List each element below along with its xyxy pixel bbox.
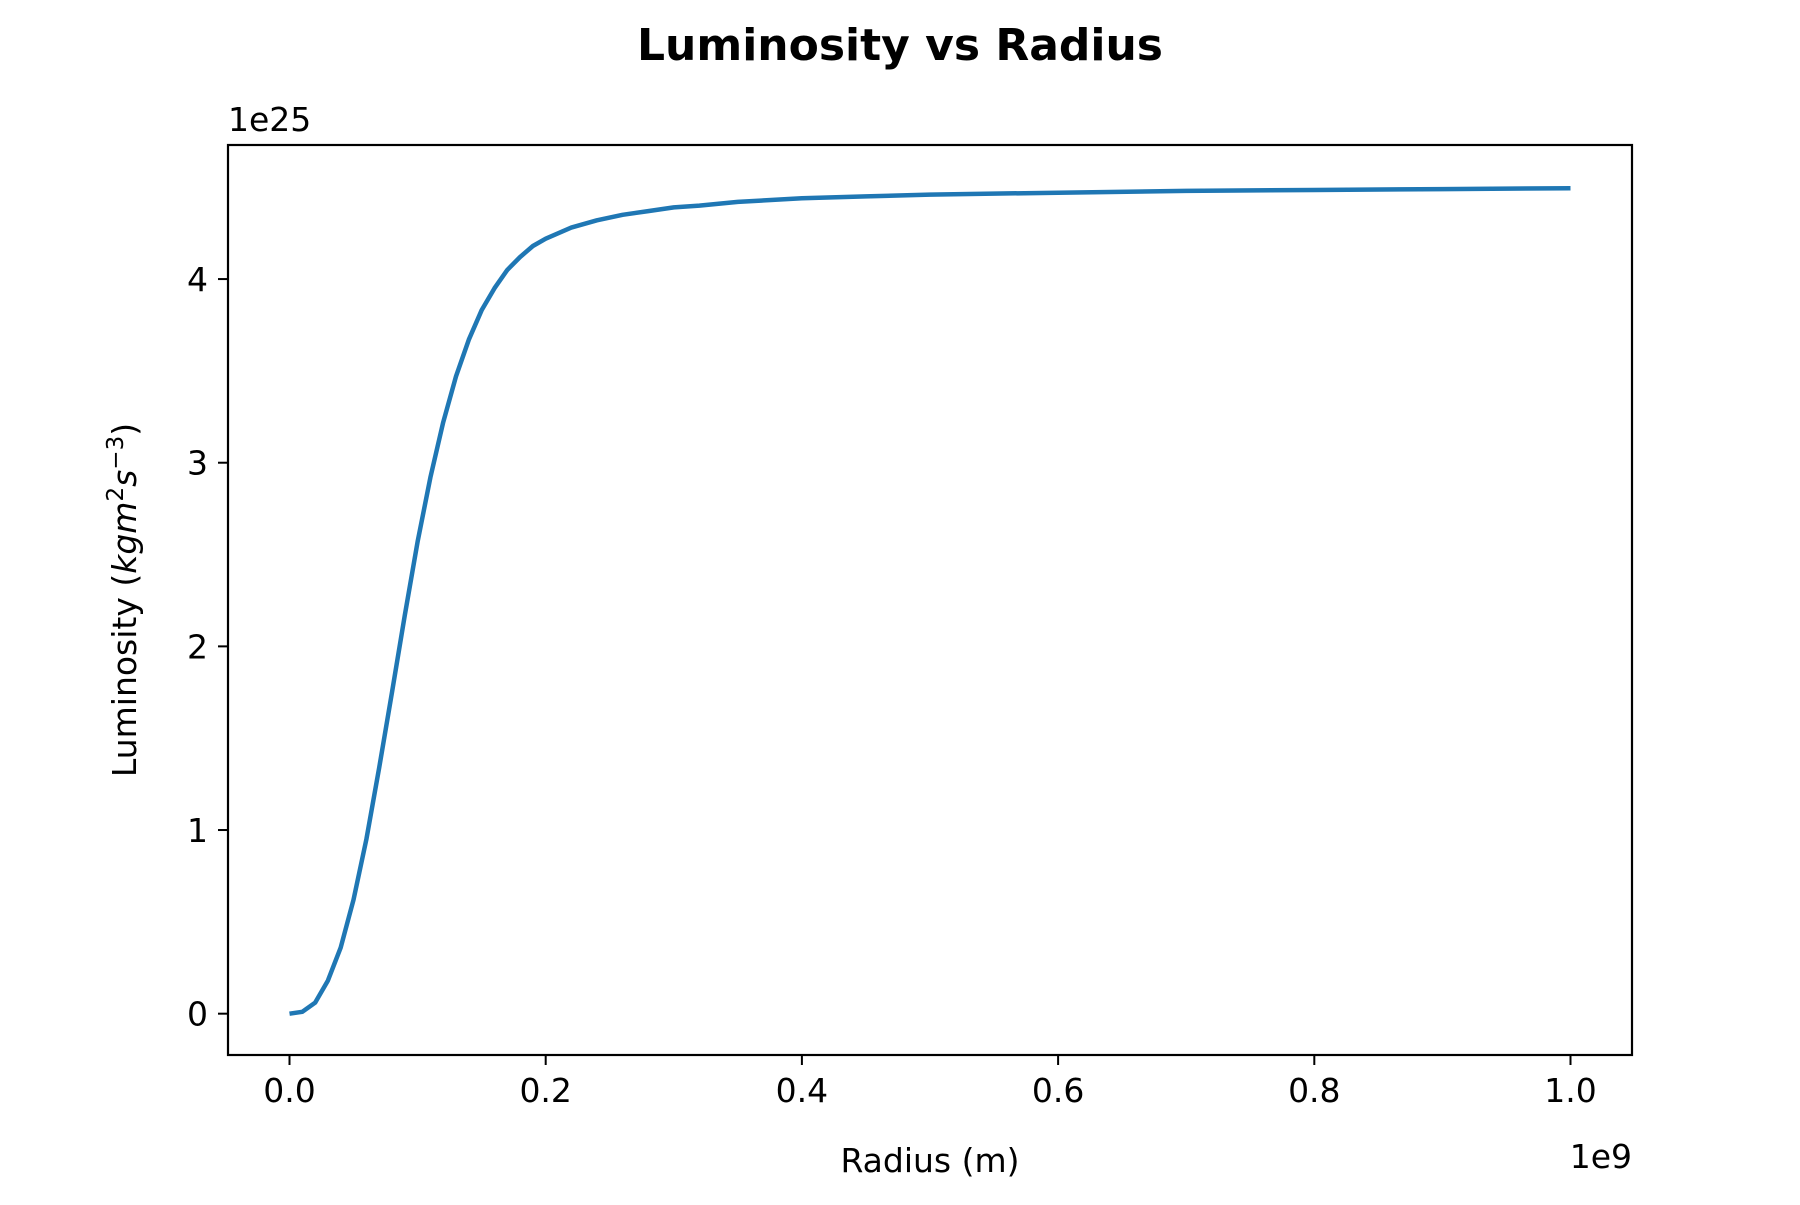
x-tick-label: 0.8 <box>1288 1071 1340 1110</box>
y-axis-label-unit-s: s <box>105 470 144 487</box>
y-axis-label-prefix: Luminosity ( <box>105 574 144 777</box>
y-tick-label: 4 <box>187 260 208 299</box>
x-tick-label: 1.0 <box>1544 1071 1596 1110</box>
y-axis-label-exponent-2: 2 <box>103 487 129 502</box>
y-axis-ticks: 0 1 2 3 4 <box>187 260 228 1034</box>
series-line-1 <box>289 185 1571 1016</box>
y-tick-label: 2 <box>187 627 208 666</box>
x-axis-ticks: 0.0 0.2 0.4 0.6 0.8 1.0 <box>263 1055 1597 1110</box>
x-tick-label: 0.0 <box>263 1071 315 1110</box>
chart-title: Luminosity vs Radius <box>637 20 1163 71</box>
x-tick-label: 0.2 <box>519 1071 571 1110</box>
y-tick-label: 3 <box>187 444 208 483</box>
x-axis-label: Radius (m) <box>840 1141 1019 1180</box>
x-axis-offset-label: 1e9 <box>1570 1137 1632 1176</box>
y-axis-label-unit-kgm: kgm <box>105 502 144 574</box>
y-axis-label: Luminosity (kgm2s−3) <box>103 423 144 777</box>
data-series-layer <box>289 185 1571 1016</box>
y-tick-label: 0 <box>187 995 208 1034</box>
y-axis-label-exponent-minus3: −3 <box>103 436 129 470</box>
y-axis-offset-label: 1e25 <box>228 100 311 139</box>
y-tick-label: 1 <box>187 811 208 850</box>
y-axis-label-suffix: ) <box>105 423 144 436</box>
x-tick-label: 0.6 <box>1032 1071 1084 1110</box>
x-tick-label: 0.4 <box>776 1071 828 1110</box>
plot-frame <box>226 143 1634 1057</box>
